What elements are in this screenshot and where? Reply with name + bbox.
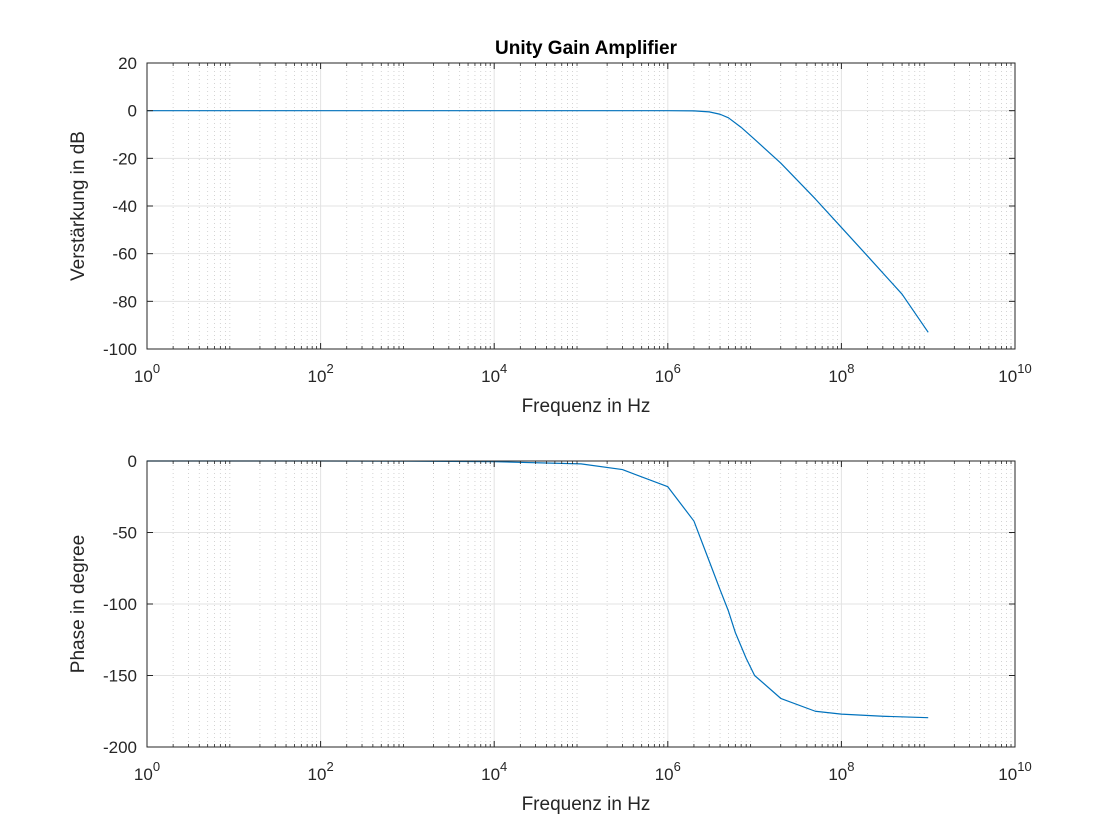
mag-x-tick-label: 106	[655, 361, 681, 386]
mag-x-tick-base: 10	[481, 367, 500, 386]
phase-y-tick-label: -200	[103, 738, 137, 757]
mag-y-tick-label: 0	[128, 102, 137, 121]
mag-x-tick-exponent: 6	[674, 361, 681, 376]
phase-x-axis-label: Frequenz in Hz	[522, 794, 651, 815]
phase-x-tick-base: 10	[308, 765, 327, 784]
phase-x-tick-label: 1010	[998, 759, 1031, 784]
phase-x-tick-label: 104	[481, 759, 507, 784]
mag-x-tick-label: 102	[308, 361, 334, 386]
mag-series-line	[147, 110, 929, 333]
mag-x-tick-base: 10	[308, 367, 327, 386]
phase-x-tick-label: 100	[134, 759, 160, 784]
phase-x-tick-exponent: 8	[847, 759, 854, 774]
phase-tick-marks	[146, 460, 1016, 748]
phase-y-axis-label: Phase in degree	[68, 535, 89, 673]
chart-title: Unity Gain Amplifier	[495, 38, 678, 59]
phase-x-tick-label: 102	[308, 759, 334, 784]
phase-x-tick-base: 10	[828, 765, 847, 784]
mag-x-tick-exponent: 4	[500, 361, 507, 376]
mag-x-axis-label: Frequenz in Hz	[522, 396, 651, 417]
phase-x-tick-exponent: 10	[1017, 759, 1031, 774]
phase-y-tick-label: -50	[112, 524, 137, 543]
phase-x-tick-exponent: 0	[153, 759, 160, 774]
mag-y-tick-label: -20	[112, 149, 137, 168]
mag-y-axis-label: Verstärkung in dB	[68, 131, 89, 281]
mag-x-tick-label: 1010	[998, 361, 1031, 386]
mag-x-tick-base: 10	[655, 367, 674, 386]
mag-tick-marks	[146, 62, 1016, 350]
mag-x-tick-exponent: 2	[326, 361, 333, 376]
phase-x-tick-base: 10	[998, 765, 1017, 784]
mag-y-tick-label: -40	[112, 197, 137, 216]
mag-x-tick-label: 104	[481, 361, 507, 386]
phase-y-tick-label: -150	[103, 667, 137, 686]
phase-x-tick-exponent: 6	[674, 759, 681, 774]
phase-x-tick-exponent: 4	[500, 759, 507, 774]
phase-x-tick-exponent: 2	[326, 759, 333, 774]
mag-y-tick-label: -100	[103, 340, 137, 359]
mag-y-tick-label: -60	[112, 245, 137, 264]
mag-x-tick-base: 10	[828, 367, 847, 386]
mag-x-tick-exponent: 8	[847, 361, 854, 376]
phase-x-tick-base: 10	[655, 765, 674, 784]
mag-y-tick-label: 20	[118, 54, 137, 73]
mag-x-tick-base: 10	[134, 367, 153, 386]
mag-x-tick-exponent: 10	[1017, 361, 1031, 376]
phase-x-tick-label: 106	[655, 759, 681, 784]
mag-y-tick-label: -80	[112, 292, 137, 311]
phase-x-tick-label: 108	[828, 759, 854, 784]
mag-x-tick-label: 108	[828, 361, 854, 386]
mag-x-tick-exponent: 0	[153, 361, 160, 376]
phase-y-tick-label: 0	[128, 452, 137, 471]
mag-x-tick-label: 100	[134, 361, 160, 386]
phase-x-tick-base: 10	[134, 765, 153, 784]
mag-x-tick-base: 10	[998, 367, 1017, 386]
phase-x-tick-base: 10	[481, 765, 500, 784]
phase-y-tick-label: -100	[103, 595, 137, 614]
